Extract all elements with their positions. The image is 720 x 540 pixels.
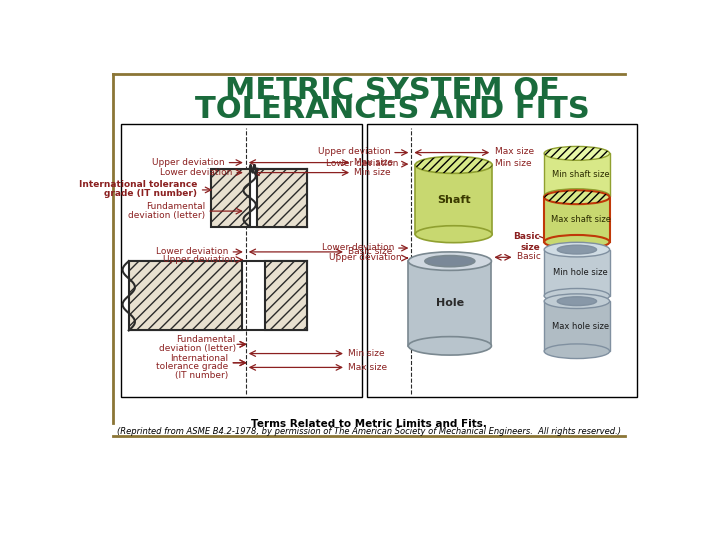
Text: Hole: Hole [436,299,464,308]
Ellipse shape [415,157,492,173]
Text: (Reprinted from ASME B4.2-1978, by permission of The American Society of Mechani: (Reprinted from ASME B4.2-1978, by permi… [117,427,621,436]
Ellipse shape [544,189,610,202]
Bar [408,261,492,346]
Bar [367,124,637,397]
Text: Terms Related to Metric Limits and Fits.: Terms Related to Metric Limits and Fits. [251,418,487,429]
Text: Upper deviation: Upper deviation [330,253,402,262]
Ellipse shape [544,235,610,249]
Bar [265,261,307,330]
Text: Max shaft size: Max shaft size [551,215,611,224]
Ellipse shape [544,242,610,257]
Text: METRIC SYSTEM OF: METRIC SYSTEM OF [225,76,559,105]
Bar [121,124,362,397]
Bar [129,261,242,330]
Ellipse shape [425,255,474,267]
Text: grade (IT number): grade (IT number) [104,190,197,198]
Text: Max hole size: Max hole size [552,322,609,330]
Text: Upper deviation: Upper deviation [152,158,224,167]
Text: Shaft: Shaft [437,194,470,205]
Text: Min shaft size: Min shaft size [552,170,610,179]
Text: Lower deviation: Lower deviation [156,247,228,256]
Text: deviation (letter): deviation (letter) [158,345,235,354]
Text: Min size: Min size [348,349,384,358]
Text: Basic
size: Basic size [513,232,540,252]
Ellipse shape [408,252,492,271]
Text: (IT number): (IT number) [175,370,228,380]
Ellipse shape [544,190,610,204]
Bar [211,168,250,226]
Text: International tolerance: International tolerance [79,180,197,189]
Bar [250,168,307,226]
Bar [257,168,307,226]
Text: Max size: Max size [354,158,394,167]
Text: Lower deviation: Lower deviation [322,243,395,252]
Ellipse shape [557,297,597,306]
Ellipse shape [544,288,610,303]
Bar [544,301,610,351]
Ellipse shape [544,344,610,359]
Text: Min size: Min size [495,159,531,168]
Text: Upper deviation: Upper deviation [318,147,390,156]
Bar [415,165,492,234]
Text: Fundamental: Fundamental [176,335,235,344]
Text: tolerance grade: tolerance grade [156,362,228,371]
Ellipse shape [415,226,492,242]
Text: Upper deviation: Upper deviation [163,255,235,264]
Text: Min hole size: Min hole size [554,268,608,277]
Text: Lower deviation: Lower deviation [160,168,232,177]
Ellipse shape [408,336,492,355]
Text: Lower deviation: Lower deviation [326,159,398,168]
Ellipse shape [544,146,610,160]
Text: Max size: Max size [495,147,534,156]
Text: Max size: Max size [348,363,387,372]
Text: Basic size: Basic size [348,247,392,256]
Ellipse shape [544,294,610,308]
Text: Min size: Min size [354,168,391,177]
Text: Basic size: Basic size [517,252,561,261]
Text: deviation (letter): deviation (letter) [128,211,205,220]
Bar [544,153,610,195]
Bar [544,249,610,296]
Ellipse shape [557,245,597,254]
Text: TOLERANCES AND FITS: TOLERANCES AND FITS [194,95,590,124]
Bar [544,197,610,242]
Text: Fundamental: Fundamental [145,202,205,211]
Text: International: International [170,354,228,363]
